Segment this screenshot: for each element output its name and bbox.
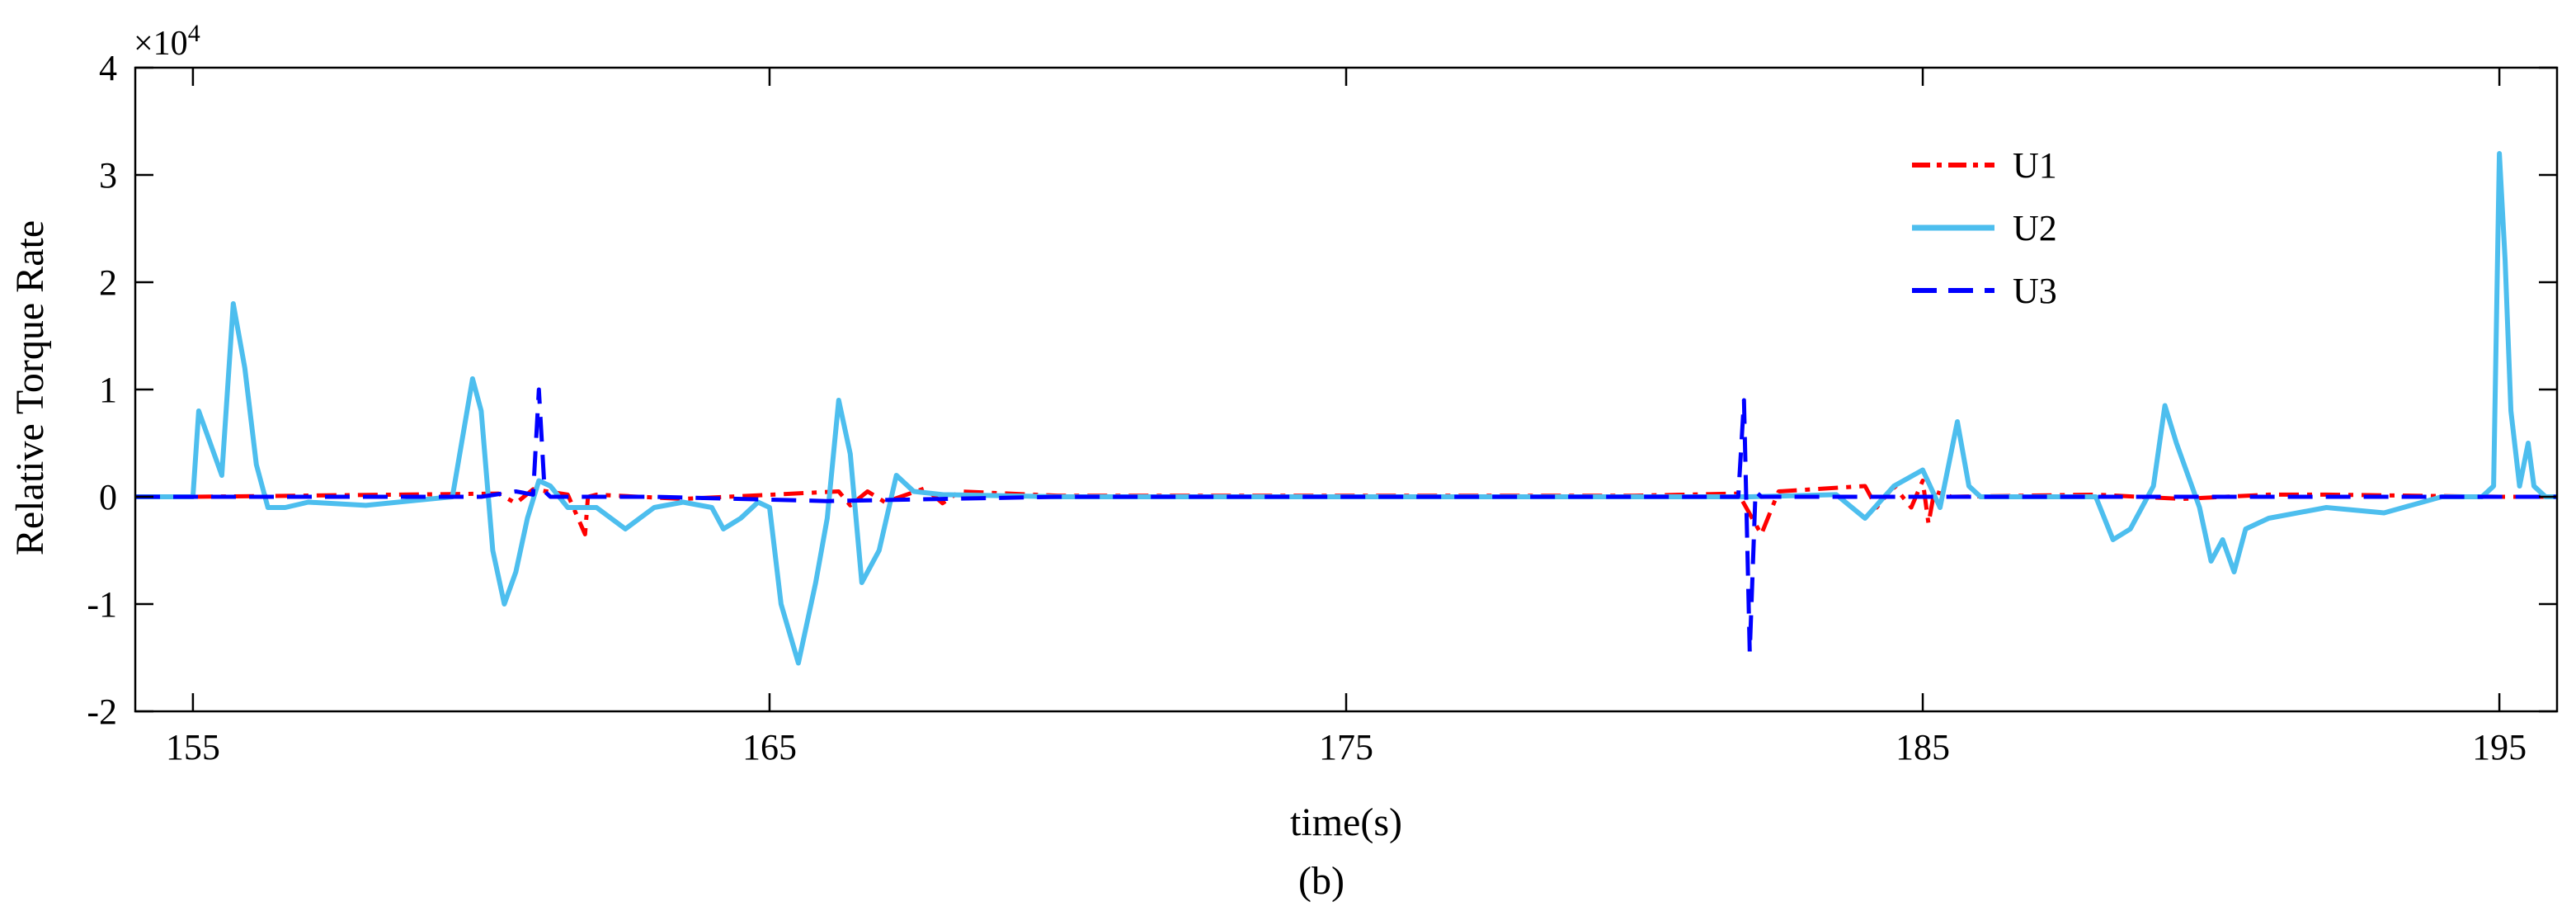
legend: U1 U2 U3	[1897, 140, 2211, 314]
x-tick-label: 165	[742, 727, 797, 767]
series-line-u3	[135, 387, 2557, 654]
x-axis-label: time(s)	[1290, 800, 1402, 844]
legend-label-u1: U1	[2013, 145, 2057, 186]
y-tick-label: 4	[99, 48, 117, 88]
x-tick-label: 195	[2472, 727, 2527, 767]
figure-caption: (b)	[1298, 859, 1345, 903]
y-tick-label: 3	[99, 155, 117, 196]
x-tick-label: 155	[166, 727, 220, 767]
y-tick-label: -2	[87, 692, 117, 732]
axes: 155 165 175 185 195 -2 -1 0 1 2 3 4	[87, 48, 2559, 767]
x-tick-label: 175	[1319, 727, 1373, 767]
y-tick-label: 2	[99, 262, 117, 303]
legend-label-u2: U2	[2013, 208, 2057, 248]
y-tick-label: 0	[99, 477, 117, 517]
y-tick-label: 1	[99, 370, 117, 410]
legend-label-u3: U3	[2013, 271, 2057, 311]
y-multiplier-label: ×104	[134, 20, 200, 63]
x-tick-label: 185	[1896, 727, 1950, 767]
y-multiplier-exponent: 4	[188, 20, 200, 47]
plot-area	[135, 151, 2557, 666]
y-axis-label: Relative Torque Rate	[8, 220, 52, 555]
y-tick-label: -1	[87, 584, 117, 625]
series-line-u2	[135, 151, 2557, 666]
